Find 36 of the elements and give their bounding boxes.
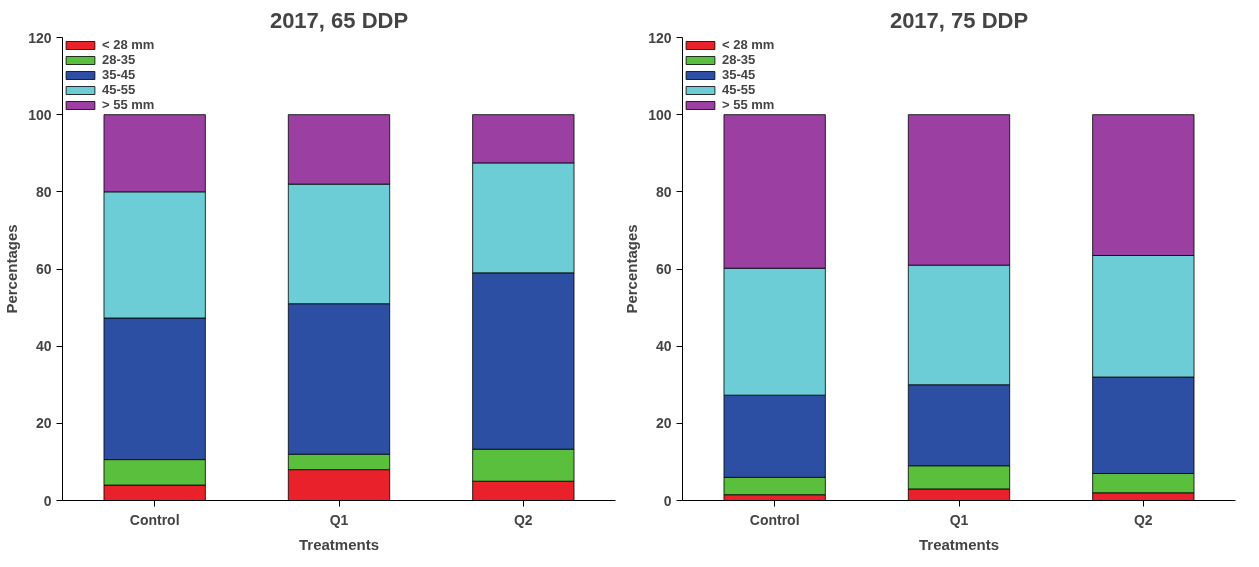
y-tick-label: 0 — [663, 492, 672, 509]
y-tick-label: 40 — [655, 338, 672, 355]
y-tick-label: 100 — [28, 106, 52, 123]
y-tick-label: 60 — [35, 261, 52, 277]
y-tick-label: 20 — [35, 415, 52, 432]
y-tick-label: 120 — [648, 29, 672, 46]
x-tick-label: Q1 — [949, 511, 969, 528]
x-tick-label: Control — [749, 511, 800, 528]
x-tick-label: Q2 — [514, 511, 533, 528]
x-tick-label: Q2 — [1134, 511, 1153, 528]
legend-label: 45-55 — [722, 82, 756, 97]
legend-label: 35-45 — [722, 67, 756, 82]
x-tick-label: Control — [129, 511, 180, 528]
legend-label: 45-55 — [102, 82, 136, 97]
chart-title: 2017, 65 DDP — [269, 7, 409, 33]
legend-label: < 28 mm — [722, 37, 775, 52]
y-tick-label: 80 — [35, 183, 52, 200]
x-tick-label: Q1 — [329, 511, 349, 528]
legend-label: 35-45 — [102, 67, 136, 82]
y-tick-label: 100 — [648, 106, 672, 123]
y-tick-label: 40 — [35, 338, 52, 355]
y-tick-label: 20 — [655, 415, 672, 432]
x-axis-title: Treatments — [298, 535, 380, 553]
x-axis-title: Treatments — [918, 535, 1000, 553]
y-tick-label: 60 — [655, 261, 672, 277]
y-tick-label: 0 — [43, 492, 52, 509]
legend-label: 28-35 — [722, 52, 756, 67]
legend-label: > 55 mm — [102, 97, 155, 112]
y-axis-title: Percentages — [3, 224, 21, 314]
chart-title: 2017, 75 DDP — [889, 7, 1029, 33]
legend-label: > 55 mm — [722, 97, 775, 112]
y-tick-label: 80 — [655, 183, 672, 200]
y-tick-label: 120 — [28, 29, 52, 46]
legend-label: 28-35 — [102, 52, 136, 67]
legend-label: < 28 mm — [102, 37, 155, 52]
y-axis-title: Percentages — [623, 224, 641, 314]
